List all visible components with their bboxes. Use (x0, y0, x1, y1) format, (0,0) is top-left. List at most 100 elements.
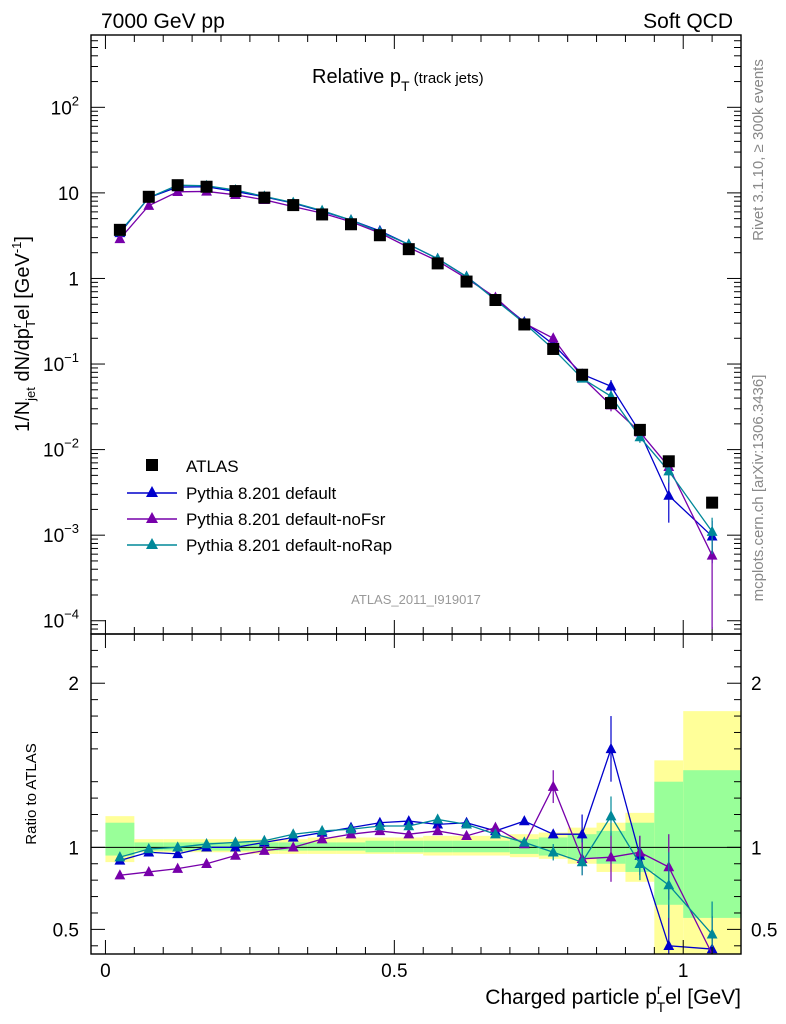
xlabel-sup: r (657, 981, 662, 997)
ratio-band-green (452, 840, 481, 853)
y-tick-label-base: 10 (43, 526, 64, 547)
x-axis-label: Charged particle pr Tel [GeV] (485, 981, 741, 1015)
data-point (605, 397, 617, 410)
ratio-point (490, 821, 501, 832)
y-tick-label: 10 (58, 184, 79, 205)
ratio-point (403, 820, 415, 831)
data-point (431, 257, 444, 270)
legend-label-nofsr: Pythia 8.201 default-noFsr (186, 510, 386, 529)
ratio-point (518, 815, 530, 826)
ratio-frame (90, 633, 742, 955)
ratio-point (547, 780, 559, 791)
ratio-point (230, 836, 241, 847)
ratio-point (258, 834, 270, 845)
data-point (460, 275, 473, 288)
y-tick-label-exp: −1 (64, 350, 79, 365)
data-point (706, 496, 719, 509)
ratio-band-green (394, 840, 424, 853)
ratio-panel: 2 21 10.5 0.5 0 0.5 1 Ratio to ATLAS (23, 633, 777, 982)
ratio-tick-label-left: 1 (68, 838, 79, 859)
main-y-axis-label: 1/Njet dN/dprTel [GeV-1] (9, 236, 38, 432)
legend: ATLAS Pythia 8.201 default Pythia 8.201 … (127, 457, 392, 555)
ratio-point (461, 829, 472, 841)
ratio-point (461, 818, 472, 829)
ratio-point (172, 862, 184, 873)
ylabel-part: jet (23, 387, 38, 402)
ratio-point (518, 836, 530, 847)
y-tick-label-base: 10 (51, 98, 72, 119)
y-tick-label: 10−4 (43, 607, 79, 633)
series-point (663, 489, 675, 500)
series-point (114, 232, 126, 244)
series-line-2 (119, 184, 713, 533)
main-series (114, 179, 718, 630)
data-point (316, 208, 329, 221)
ratio-point (287, 828, 299, 839)
ratio-point (374, 820, 386, 831)
mcplots-label: mcplots.cern.ch [arXiv:1306.3436] (750, 375, 767, 602)
data-point (373, 229, 386, 242)
x-tick-label: 0.5 (381, 961, 407, 982)
ratio-point (143, 842, 155, 854)
main-x-ticks (104, 35, 742, 634)
ylabel-part: -1 (9, 242, 24, 254)
ratio-point (663, 879, 675, 890)
ratio-point (114, 869, 126, 880)
data-point (200, 180, 213, 193)
ratio-series (114, 716, 718, 955)
x-tick-label: 0 (100, 961, 111, 982)
ylabel-part: T (23, 320, 38, 328)
ratio-tick-label-right: 0.5 (751, 920, 777, 941)
ratio-point (605, 851, 617, 862)
ylabel-part: ] (12, 236, 34, 242)
ratio-band-green (307, 842, 337, 851)
y-tick-label-exp: −3 (64, 521, 79, 536)
xlabel-suffix: el [GeV] (665, 986, 741, 1009)
y-tick-label: 10−1 (43, 350, 79, 376)
data-point (576, 368, 589, 381)
data-point (142, 190, 155, 203)
plot-title-sub: T (401, 78, 410, 94)
y-tick-label-base: 10 (58, 184, 79, 205)
data-point (489, 294, 502, 307)
ratio-band-green (365, 840, 395, 853)
ratio-point (706, 928, 718, 939)
ratio-y-ticks: 2 2 1 1 0.5 0.5 (53, 649, 777, 947)
ratio-point (576, 828, 588, 839)
xlabel-main: Charged particle p (485, 986, 657, 1009)
plot-title-main: Relative p (312, 66, 401, 88)
y-tick-label: 1 (68, 269, 79, 290)
series-point (547, 332, 559, 343)
y-tick-label: 10−3 (43, 521, 79, 547)
ratio-point (201, 838, 212, 849)
ratio-point (432, 813, 444, 824)
ratio-point (547, 846, 559, 857)
ratio-point (201, 857, 212, 868)
ratio-band-green (336, 842, 366, 851)
ratio-point (287, 841, 299, 852)
data-point (287, 199, 300, 212)
plot-title-suffix: (track jets) (410, 70, 484, 87)
data-point (402, 243, 415, 256)
series-point (143, 199, 155, 210)
ratio-y-axis-label: Ratio to ATLAS (23, 743, 40, 844)
ratio-point (547, 828, 559, 839)
category-label: Soft QCD (643, 10, 733, 33)
analysis-id: ATLAS_2011_I919017 (351, 592, 481, 607)
legend-label-default: Pythia 8.201 default (186, 484, 337, 503)
ratio-point (490, 828, 501, 839)
ratio-band-green (481, 840, 510, 853)
ratio-point (605, 810, 617, 821)
x-tick-label: 1 (678, 961, 689, 982)
ratio-point (432, 824, 444, 836)
data-point (518, 318, 531, 331)
ratio-point (230, 849, 241, 860)
y-tick-label: 102 (51, 93, 79, 119)
ratio-point (605, 742, 617, 754)
ratio-point (143, 865, 155, 877)
y-tick-label-base: 1 (68, 269, 79, 290)
legend-marker-nofsr (146, 512, 158, 523)
data-point (171, 179, 184, 192)
ratio-point (403, 828, 415, 839)
